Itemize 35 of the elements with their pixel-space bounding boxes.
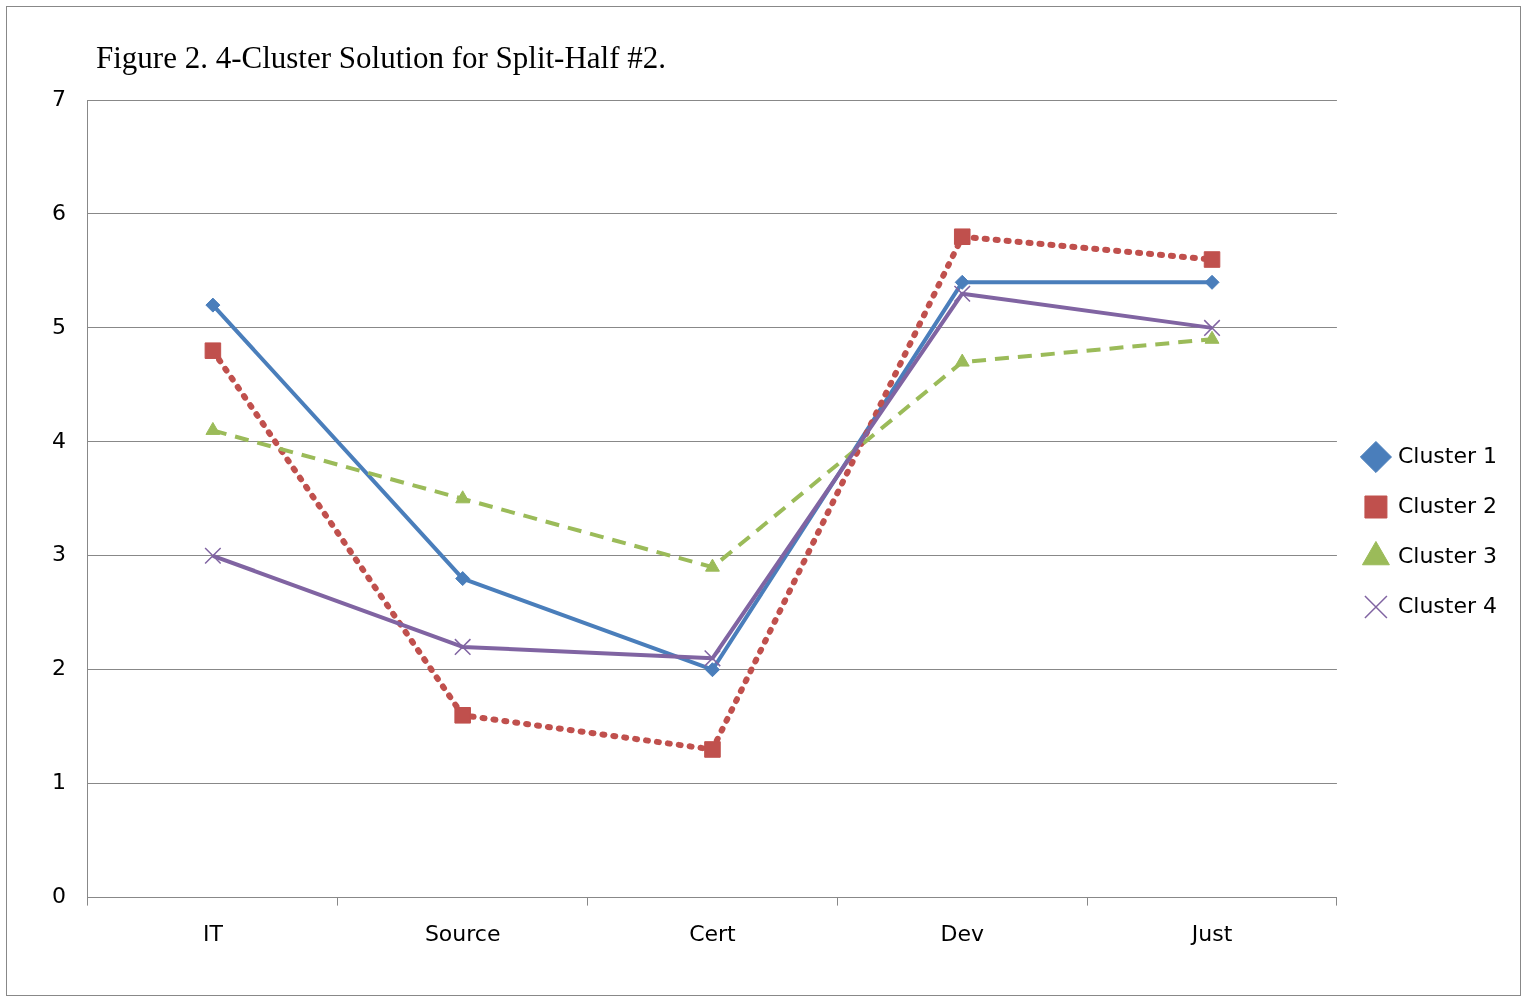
y-tick-label: 5 [52,313,66,339]
legend-label: Cluster 3 [1397,542,1497,568]
point [454,707,471,724]
point [1203,319,1221,337]
y-tick-label: 3 [52,541,66,567]
point [704,741,721,758]
legend-label: Cluster 2 [1397,492,1497,518]
point [703,649,721,667]
x-tick-label: IT [202,920,224,946]
y-tick-label: 0 [52,883,66,909]
y-tick-label: 7 [52,85,66,111]
x-tick-label: Just [1189,920,1233,946]
point [205,297,221,313]
point [954,274,970,290]
point [953,228,971,246]
x-tick-label: Source [424,920,501,946]
point [204,547,222,565]
legend-label: Cluster 4 [1397,592,1497,618]
x-tick-label: Dev [940,920,984,946]
chart-title: Figure 2. 4-Cluster Solution for Split-Half #2. [96,40,667,76]
point [704,662,720,678]
point [1203,251,1221,268]
point [953,285,971,303]
y-tick-label: 4 [52,427,66,453]
y-tick-label: 6 [52,199,66,225]
legend-label: Cluster 1 [1397,442,1497,468]
point [455,571,471,587]
point [204,342,222,359]
point [455,490,471,504]
x-tick-label: Cert [689,920,737,946]
point [954,353,970,367]
point [1204,274,1220,290]
y-tick-label: 1 [52,769,66,795]
point [454,638,472,656]
y-tick-label: 2 [52,655,66,681]
